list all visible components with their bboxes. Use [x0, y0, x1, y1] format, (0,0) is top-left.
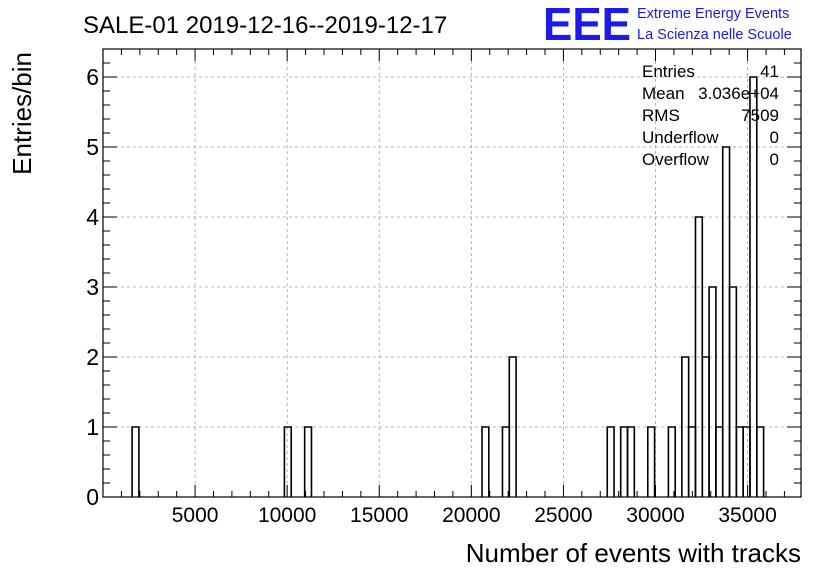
stats-value-mean: 3.036e+04: [698, 84, 779, 103]
x-tick-label: 20000: [442, 504, 500, 527]
stats-value-rms: 7509: [741, 106, 779, 125]
stats-value-entries: 41: [760, 62, 779, 81]
stats-label-rms: RMS: [642, 106, 680, 125]
x-tick-label: 15000: [350, 504, 408, 527]
plot-frame: [102, 48, 802, 498]
histogram-bin: [728, 286, 738, 497]
histogram-bin: [619, 426, 629, 497]
eee-logo-letters: EEE: [543, 0, 631, 50]
y-tick-labels: 0 1 2 3 4 5 6: [86, 64, 99, 510]
histogram-bin: [742, 426, 751, 497]
histogram-bin: [715, 426, 724, 497]
y-axis-title: Entries/bin: [7, 52, 37, 175]
x-tick-label: 25000: [534, 504, 592, 527]
stats-label-mean: Mean: [642, 84, 685, 103]
stats-label-overflow: Overflow: [642, 150, 710, 169]
y-tick-label: 3: [86, 274, 99, 300]
axis-ticks: [103, 48, 801, 498]
y-tick-label: 1: [86, 414, 99, 440]
histogram-bin: [303, 426, 313, 497]
histogram-bin: [721, 146, 731, 497]
histogram-bin: [646, 426, 656, 497]
histogram-bin: [735, 426, 744, 497]
histogram-bin: [501, 426, 511, 497]
stats-value-underflow: 0: [770, 128, 779, 147]
histogram-bars: [131, 76, 765, 497]
x-tick-labels: 5000 10000 15000 20000 25000 30000 35000: [172, 504, 777, 527]
histogram-bin: [749, 76, 758, 497]
stats-label-entries: Entries: [642, 62, 695, 81]
y-tick-label: 0: [86, 484, 99, 510]
grid-lines: [103, 49, 801, 497]
histogram-bin: [626, 426, 636, 497]
eee-logo: EEE Extreme Energy Events La Scienza nel…: [543, 0, 792, 50]
x-tick-label: 35000: [718, 504, 776, 527]
x-axis-title: Number of events with tracks: [466, 538, 801, 568]
histogram-bin: [667, 426, 677, 497]
y-tick-label: 4: [86, 204, 99, 230]
y-tick-label: 2: [86, 344, 99, 370]
histogram-bin: [481, 426, 490, 497]
stats-value-overflow: 0: [770, 150, 779, 169]
x-tick-label: 30000: [626, 504, 684, 527]
histogram-bin: [508, 356, 517, 497]
histogram-bin: [687, 426, 697, 497]
chart-title: SALE-01 2019-12-16--2019-12-17: [83, 12, 447, 39]
stats-box: Entries 41 Mean 3.036e+04 RMS 7509 Under…: [642, 62, 779, 169]
histogram-bin: [283, 426, 293, 497]
x-tick-label: 10000: [258, 504, 316, 527]
stats-label-underflow: Underflow: [642, 128, 719, 147]
eee-logo-line2: La Scienza nelle Scuole: [637, 27, 792, 43]
y-tick-label: 5: [86, 134, 99, 160]
histogram-bin: [755, 426, 765, 497]
histogram-bin: [131, 426, 140, 497]
y-tick-label: 6: [86, 64, 99, 90]
histogram-bin: [606, 426, 615, 497]
histogram-bin: [708, 286, 717, 497]
eee-logo-line1: Extreme Energy Events: [637, 6, 789, 22]
x-tick-label: 5000: [172, 504, 219, 527]
